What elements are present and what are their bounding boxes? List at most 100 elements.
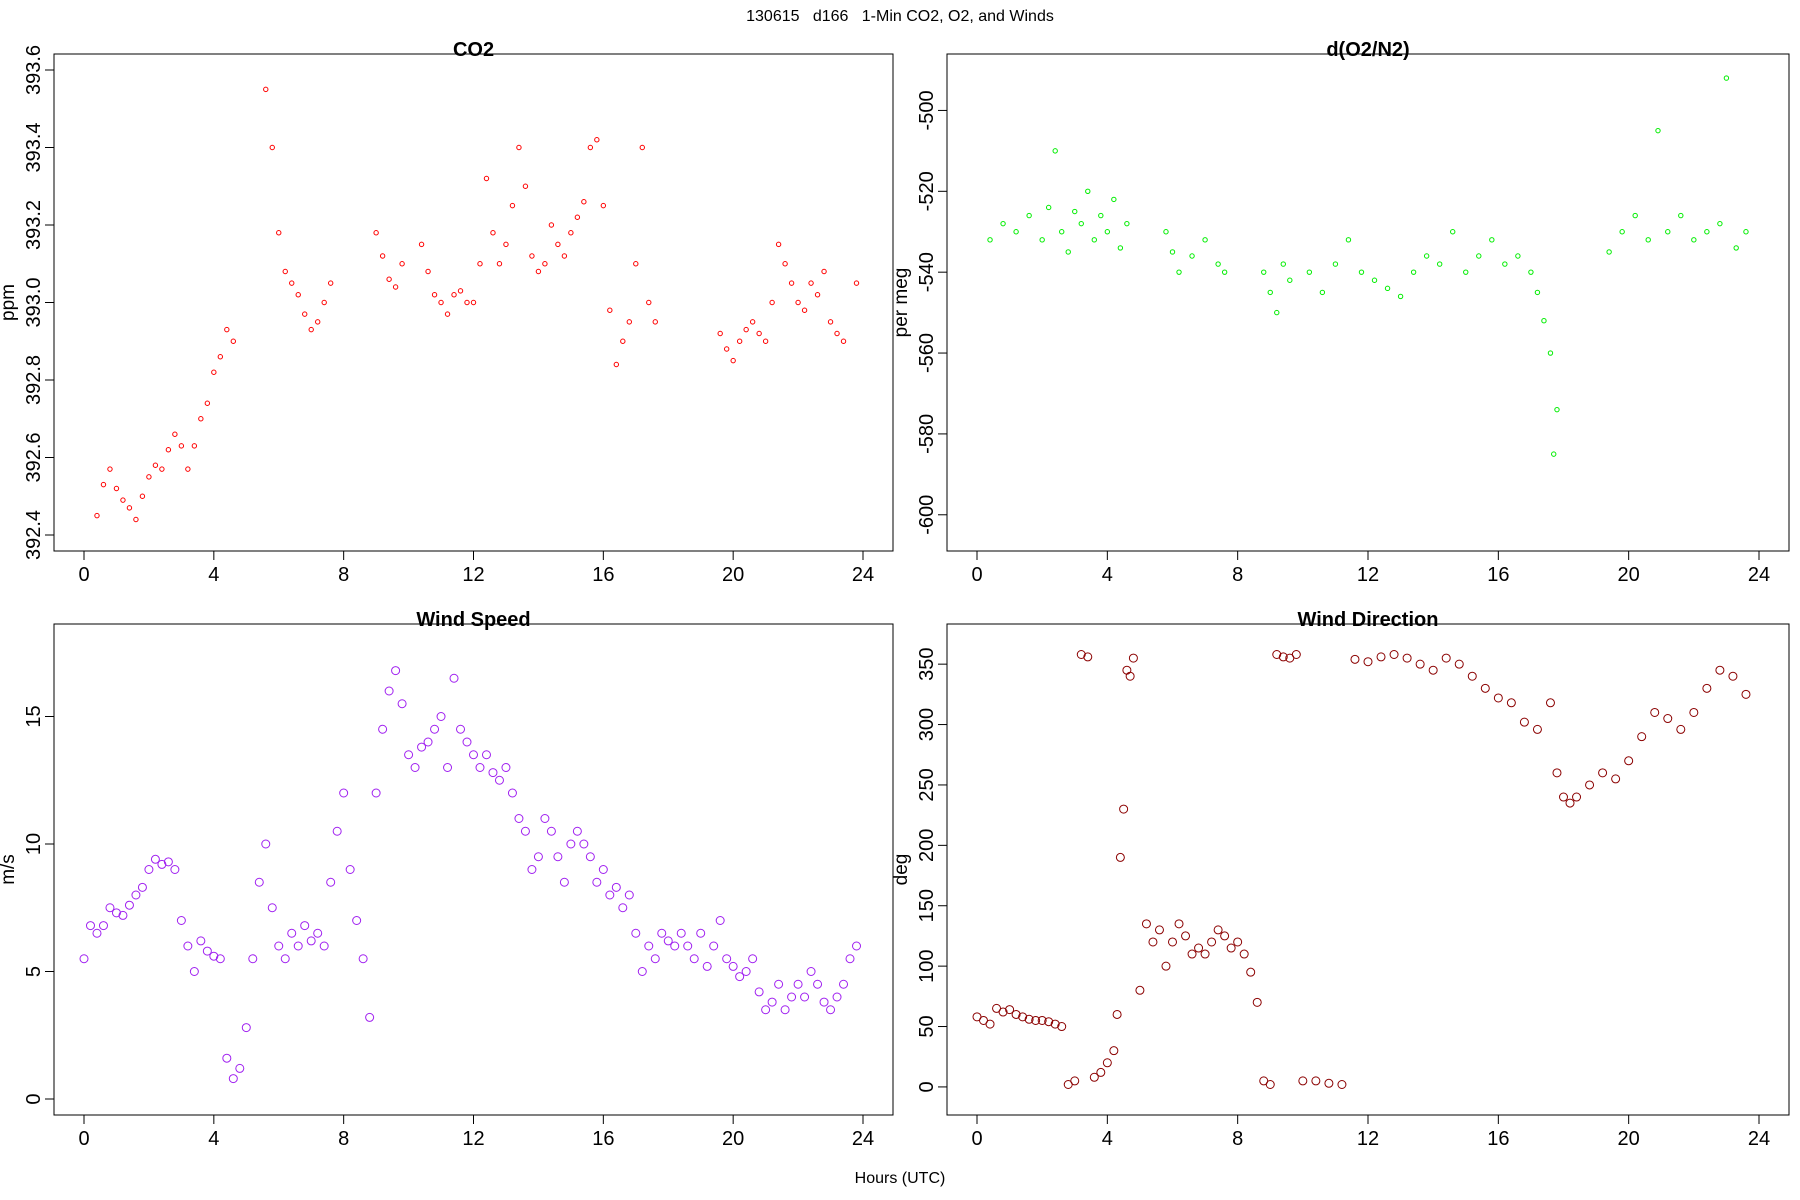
wspd-point (566, 839, 576, 849)
co2-point (633, 261, 639, 267)
wdir-xtick-label: 12 (1357, 1128, 1379, 1150)
wdir-point (1213, 925, 1223, 935)
wspd-point (254, 877, 264, 887)
wspd-point (228, 1074, 238, 1084)
wdir-point (1141, 919, 1151, 929)
wdir-point (1741, 689, 1751, 699)
co2-point (438, 299, 444, 306)
wdir-point (1168, 937, 1177, 947)
o2n2-ylabel: per meg (891, 268, 912, 338)
wspd-point (559, 877, 569, 887)
o2n2-point (1091, 237, 1098, 243)
wspd-point (293, 941, 303, 951)
wspd-point (111, 908, 121, 918)
wspd-point (527, 865, 537, 874)
co2-point (814, 292, 821, 298)
co2-point (587, 144, 594, 151)
wspd-point (663, 936, 673, 946)
co2-point (840, 338, 847, 344)
wspd-point (494, 775, 504, 785)
wspd-point (657, 928, 667, 938)
wspd-point (507, 788, 517, 798)
wspd-xtick-label: 8 (338, 1128, 349, 1150)
o2n2-ytick-label: -540 (916, 252, 938, 292)
co2-point (302, 311, 308, 317)
o2n2-point (1551, 451, 1557, 457)
wdir-point (1715, 665, 1725, 675)
wdir-point (1676, 724, 1686, 734)
co2-ytick-label: 393.4 (23, 122, 45, 172)
wspd-point (170, 865, 180, 874)
co2-point (113, 485, 120, 492)
co2-xtick-label: 8 (338, 564, 349, 586)
co2-point (769, 299, 775, 306)
co2-point (230, 338, 237, 344)
wdir-point (1128, 653, 1138, 663)
wspd-point (326, 877, 336, 887)
o2n2-frame (946, 53, 1790, 552)
wspd-point (79, 954, 89, 964)
o2n2-point (1169, 249, 1176, 255)
co2-point (444, 311, 451, 317)
co2-point (470, 299, 477, 306)
wdir-point (1585, 780, 1595, 790)
o2n2-point (1267, 289, 1273, 296)
wspd-point (137, 882, 147, 892)
wdir-point (1246, 967, 1256, 977)
wspd-ytick-label: 15 (23, 705, 45, 727)
o2n2-title: d(O2/N2) (1326, 39, 1409, 61)
wspd-point (267, 903, 277, 913)
wspd-point (176, 916, 186, 925)
wspd-point (339, 788, 349, 798)
co2-point (276, 230, 282, 236)
co2-point (853, 280, 860, 286)
o2n2-point (1287, 277, 1293, 283)
wdir-xtick-label: 16 (1487, 1128, 1509, 1150)
wspd-point (650, 954, 660, 964)
wspd-point (735, 972, 745, 982)
co2-point (399, 261, 405, 267)
co2-point (834, 330, 840, 337)
wspd-point (793, 979, 803, 989)
wspd-point (579, 839, 589, 849)
co2-point (626, 319, 632, 325)
wdir-point (1467, 671, 1477, 681)
wspd-point (501, 763, 511, 772)
o2n2-point (1358, 269, 1365, 275)
wdir-point (1324, 1078, 1334, 1088)
wspd-xtick-label: 12 (462, 1128, 484, 1150)
wdir-point (1154, 925, 1164, 935)
o2n2-xtick-label: 4 (1102, 564, 1113, 586)
wdir-point (1037, 1015, 1047, 1025)
wdir-point (1598, 768, 1608, 778)
wdir-point (1572, 792, 1582, 802)
wspd-point (696, 928, 706, 938)
o2n2-point (1085, 188, 1091, 195)
wspd-xtick-label: 4 (208, 1128, 219, 1150)
wspd-point (183, 941, 193, 951)
co2-ylabel: ppm (0, 284, 19, 321)
wspd-point (605, 890, 615, 900)
wdir-point (1272, 649, 1282, 659)
wspd-point (306, 936, 316, 946)
wspd-point (546, 826, 556, 836)
o2n2-point (1098, 212, 1104, 219)
co2-point (581, 199, 587, 205)
co2-point (613, 361, 620, 368)
wspd-point (488, 768, 498, 778)
wdir-point (1181, 931, 1191, 941)
co2-point (159, 466, 165, 472)
wspd-point (469, 750, 478, 760)
co2-point (509, 202, 516, 209)
co2-point (620, 338, 626, 344)
co2-point (373, 230, 379, 236)
o2n2-point (1371, 277, 1378, 283)
co2-point (172, 431, 178, 437)
o2n2-point (1176, 269, 1182, 275)
wdir-point (1057, 1022, 1067, 1032)
wdir-point (1174, 919, 1184, 929)
wspd-point (430, 724, 440, 734)
wdir-point (1220, 931, 1230, 941)
wspd-point (150, 854, 160, 864)
wspd-point (163, 857, 173, 867)
